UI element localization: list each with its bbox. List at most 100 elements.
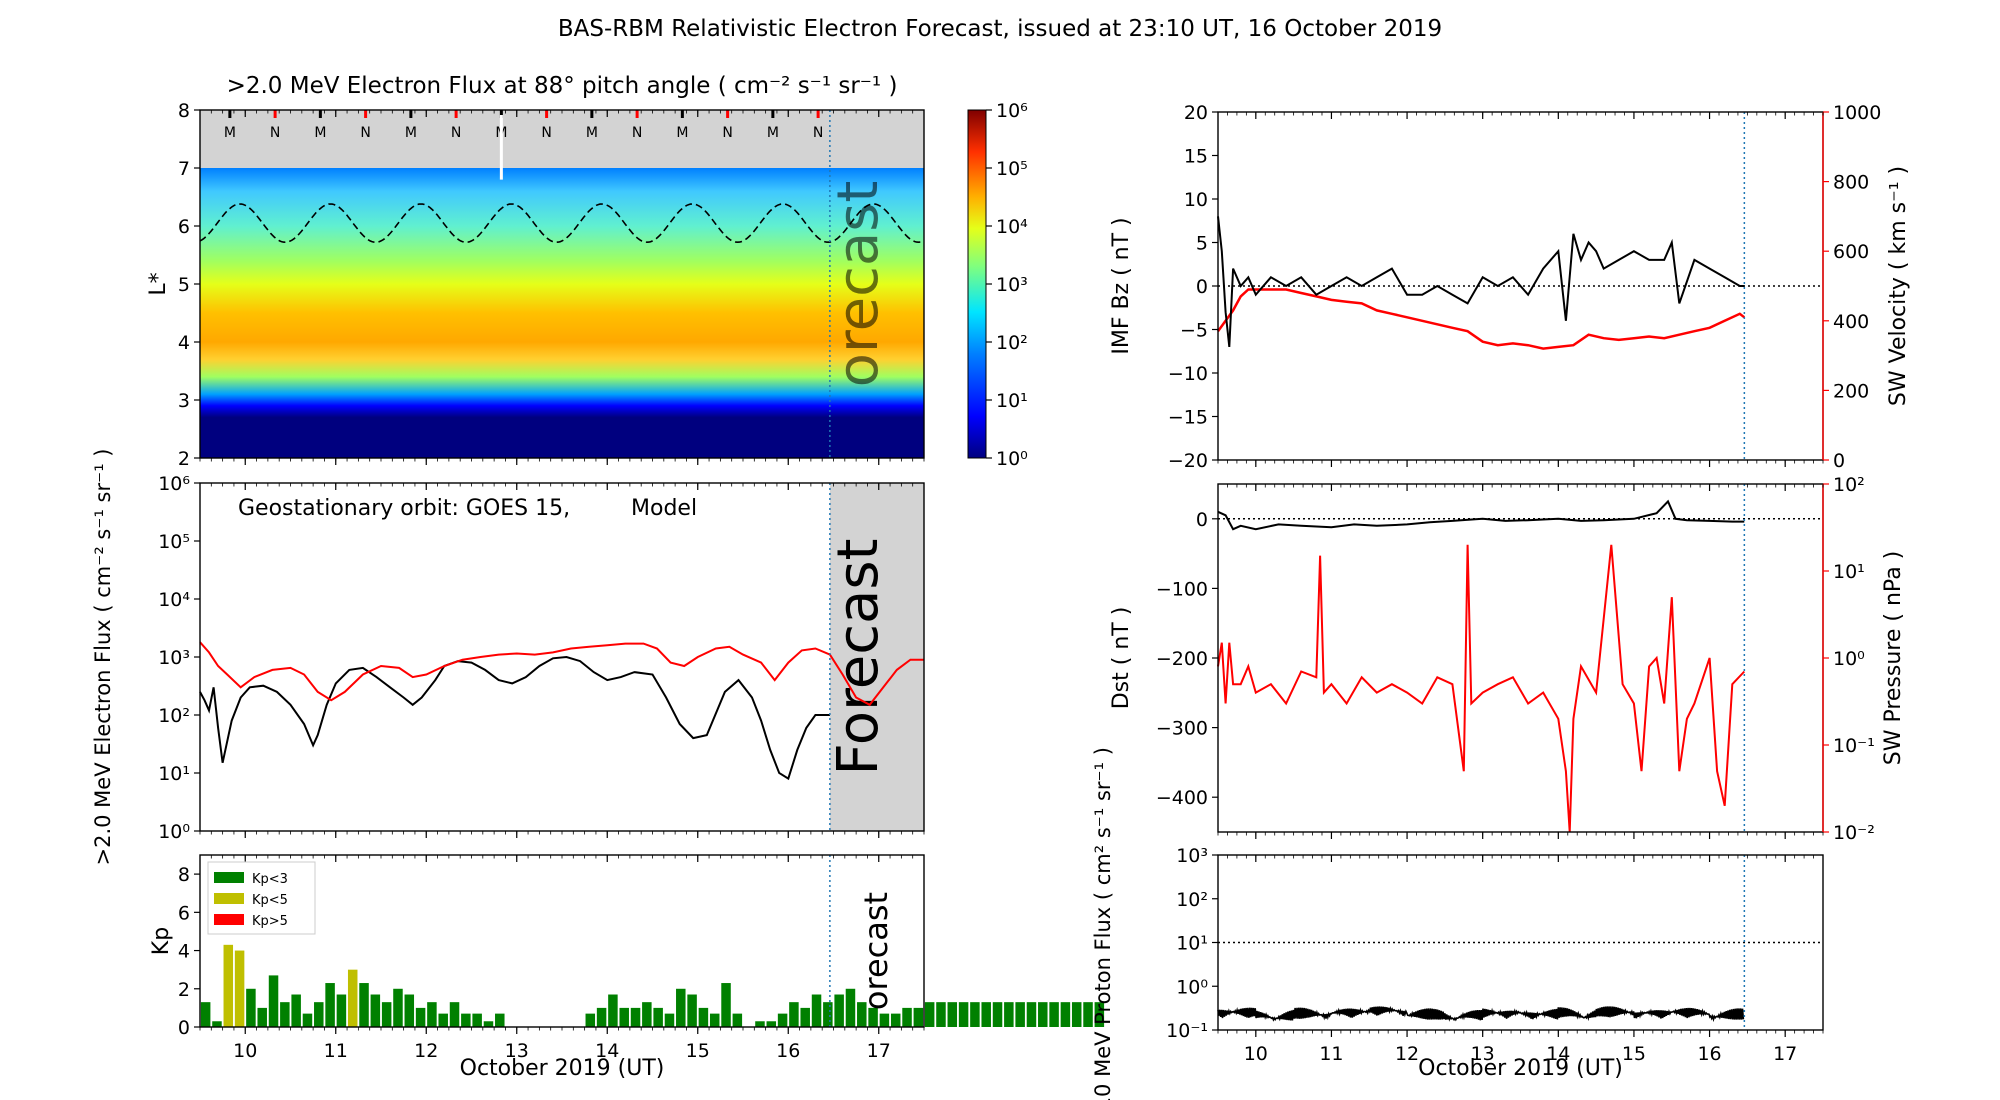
kp-bar	[381, 1002, 392, 1027]
kp-y-label: 8	[178, 864, 190, 886]
kp-x-axis-label: October 2019 (UT)	[460, 1056, 665, 1081]
lstar-y-label: 3	[178, 390, 190, 412]
kp-bar	[936, 1002, 946, 1027]
swp-y-label: 10⁰	[1833, 648, 1865, 670]
colorbar-tick-label: 10⁰	[996, 448, 1028, 470]
proton-y-label: 10⁰	[1176, 976, 1208, 998]
kp-bar	[653, 1007, 663, 1027]
x-tick-label: 12	[414, 1040, 438, 1062]
colorbar-tick-label: 10¹	[996, 390, 1028, 412]
lstar-y-label: 8	[178, 100, 190, 122]
colorbar-tick-label: 10⁴	[996, 216, 1028, 238]
kp-bar	[483, 1021, 494, 1027]
kp-bar	[687, 994, 697, 1027]
kp-bar	[732, 1013, 743, 1027]
swv-y-label: 1000	[1833, 102, 1881, 124]
imf-y-label: −20	[1168, 450, 1208, 472]
kp-bar	[302, 1013, 313, 1027]
kp-bar	[246, 988, 256, 1027]
kp-bar	[325, 983, 335, 1027]
kp-bar	[1094, 1002, 1105, 1027]
kp-bar	[472, 1013, 482, 1027]
proton-y-label: 10¹	[1176, 933, 1208, 955]
dst-frame	[1217, 483, 1824, 833]
kp-bar	[461, 1013, 471, 1027]
geo-flux-y-label: 10⁶	[158, 473, 190, 495]
imf-y-label: 20	[1184, 102, 1208, 124]
kp-bar	[958, 1002, 969, 1027]
x-tick-label: 10	[1244, 1043, 1268, 1065]
geo-flux-axis-label: >2.0 MeV Electron Flux ( cm⁻² s⁻¹ sr⁻¹ )	[91, 449, 115, 866]
kp-bar	[212, 1021, 222, 1027]
kp-legend-label: Kp<3	[252, 872, 288, 887]
swp-y-label: 10⁻²	[1833, 822, 1875, 844]
sw-pressure-line	[1217, 544, 1746, 833]
lstar-y-label: 2	[178, 448, 190, 470]
kp-bar	[630, 1007, 641, 1027]
kp-bar	[1004, 1002, 1014, 1027]
swv-y-label: 800	[1833, 172, 1869, 194]
kp-bar	[698, 1007, 709, 1027]
dst-y-label: −200	[1156, 648, 1208, 670]
kp-bar	[664, 1013, 675, 1027]
swp-y-label: 10¹	[1833, 561, 1865, 583]
mlt-marker-label: M	[767, 125, 779, 141]
x-tick-label: 16	[1697, 1043, 1721, 1065]
kp-y-label: 6	[178, 902, 190, 924]
kp-bar	[234, 950, 245, 1027]
kp-bar	[902, 1007, 912, 1027]
geo-flux-y-label: 10⁵	[158, 531, 190, 553]
kp-bar	[1060, 1002, 1071, 1027]
kp-bar	[291, 994, 301, 1027]
kp-bar	[495, 1013, 505, 1027]
mlt-marker-label: N	[270, 125, 280, 141]
x-tick-label: 12	[1395, 1043, 1419, 1065]
kp-bar	[415, 1007, 426, 1027]
kp-bar	[823, 1002, 833, 1027]
kp-bar	[970, 1002, 980, 1027]
mlt-marker-label: M	[676, 125, 688, 141]
x-tick-label: 17	[867, 1040, 891, 1062]
kp-bar	[811, 994, 822, 1027]
colorbar-tick-label: 10⁶	[996, 100, 1028, 122]
kp-bar	[992, 1002, 1003, 1027]
dst-y-label: −300	[1156, 718, 1208, 740]
kp-legend-swatch	[214, 893, 244, 904]
kp-bar	[981, 1002, 991, 1027]
kp-bar	[608, 994, 618, 1027]
lstar-y-label: 5	[178, 274, 190, 296]
geo-flux-y-label: 10²	[158, 705, 190, 727]
boundary-dashed-line	[199, 203, 925, 244]
mlt-marker-label: N	[722, 125, 732, 141]
kp-bar	[347, 969, 358, 1027]
x-tick-label: 14	[1546, 1043, 1570, 1065]
model-flux-line	[199, 641, 924, 707]
imf-y-label: 5	[1196, 233, 1208, 255]
lstar-y-label: 7	[178, 158, 190, 180]
kp-bar	[223, 944, 234, 1027]
dst-line	[1217, 499, 1745, 531]
kp-bar	[257, 1007, 267, 1027]
kp-bar	[280, 1002, 290, 1027]
swp-y-label: 10²	[1833, 474, 1865, 496]
imf-y-label: −5	[1180, 320, 1208, 342]
kp-bar	[834, 994, 844, 1027]
proton-flux-line	[1217, 1005, 1745, 1023]
proton-y-label: 10³	[1176, 845, 1208, 867]
dst-axis-label: Dst ( nT )	[1109, 607, 1134, 710]
kp-bar	[879, 1013, 890, 1027]
kp-bar	[268, 975, 279, 1027]
lstar-axis-label: L*	[146, 272, 171, 295]
mlt-marker-label: N	[360, 125, 370, 141]
kp-bar	[924, 1002, 935, 1027]
kp-legend-label: Kp<5	[252, 893, 288, 908]
kp-y-label: 4	[178, 941, 190, 963]
kp-bar	[913, 1007, 924, 1027]
forecast-watermark: orecast	[826, 181, 891, 388]
imf-y-label: 0	[1196, 276, 1208, 298]
swp-y-label: 10⁻¹	[1833, 735, 1875, 757]
swv-y-label: 0	[1833, 450, 1845, 472]
forecast-watermark: Forecast	[826, 539, 891, 776]
kp-bar	[1083, 1002, 1093, 1027]
flux-heatmap	[200, 168, 924, 458]
